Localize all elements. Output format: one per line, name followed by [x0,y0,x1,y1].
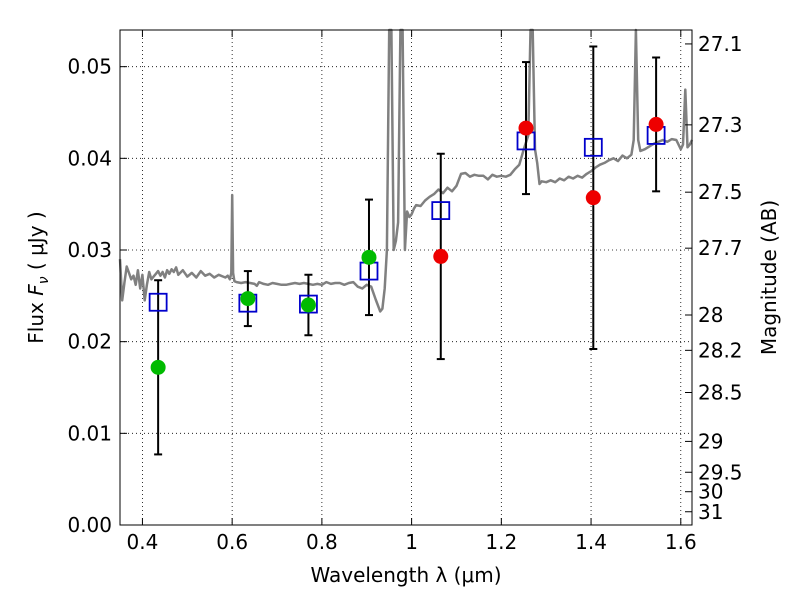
right-tick-label: 28.5 [698,381,743,405]
y-tick-label: 0.05 [67,55,112,79]
x-tick-label: 0.4 [127,530,159,554]
model-spectrum-line [118,28,694,313]
x-tick-label: 0.8 [306,530,338,554]
spectrum-layer [118,28,694,313]
x-tick-label: 0.6 [216,530,248,554]
tick-layer: 0.4 0.6 0.8 1 1.2 1.4 1.6 0.00 0.01 0.02 0.03 0.04 0… [67,30,743,554]
right-tick-label: 29.5 [698,460,743,484]
right-tick-label: 27.7 [698,236,743,260]
right-tick-label: 27.1 [698,32,743,56]
right-tick-label: 28.2 [698,338,743,362]
grid-layer [120,30,692,526]
x-tick-label: 1.2 [485,530,517,554]
photometry-box-marker [431,201,451,220]
right-tick-label: 27.5 [698,180,743,204]
green-detection-marker [150,359,166,375]
green-detection-marker [240,291,256,307]
y-axis-title: Flux Fν ( μJy ) [24,211,52,343]
right-axis-title: Magnitude (AB) [757,200,781,355]
x-axis-title: Wavelength λ (μm) [310,563,501,587]
right-tick-label: 29 [698,429,723,453]
errorbar-layer [154,45,661,456]
x-tick-label: 1.4 [575,530,607,554]
x-tick-label: 1.6 [665,530,697,554]
plot-frame [119,29,693,526]
red-detection-marker [648,116,664,132]
right-tick-label: 30 [698,480,723,504]
red-detection-marker [518,120,534,136]
photometry-box-marker [299,294,318,314]
right-tick-label: 28 [698,303,723,327]
x-tick-label: 1 [405,530,418,554]
photometry-box-marker [148,292,168,312]
y-tick-label: 0.03 [67,238,112,262]
y-tick-label: 0.00 [67,513,112,537]
red-detection-marker [585,190,601,206]
red-detection-marker [433,248,449,264]
y-tick-label: 0.01 [67,421,112,445]
photometry-box-marker [583,137,603,157]
right-tick-label: 31 [698,500,723,524]
y-tick-label: 0.04 [67,146,112,170]
marker-layer [148,116,666,375]
green-detection-marker [361,249,377,265]
y-tick-label: 0.02 [67,330,112,354]
right-tick-label: 27.3 [698,113,743,137]
green-detection-marker [300,297,316,313]
